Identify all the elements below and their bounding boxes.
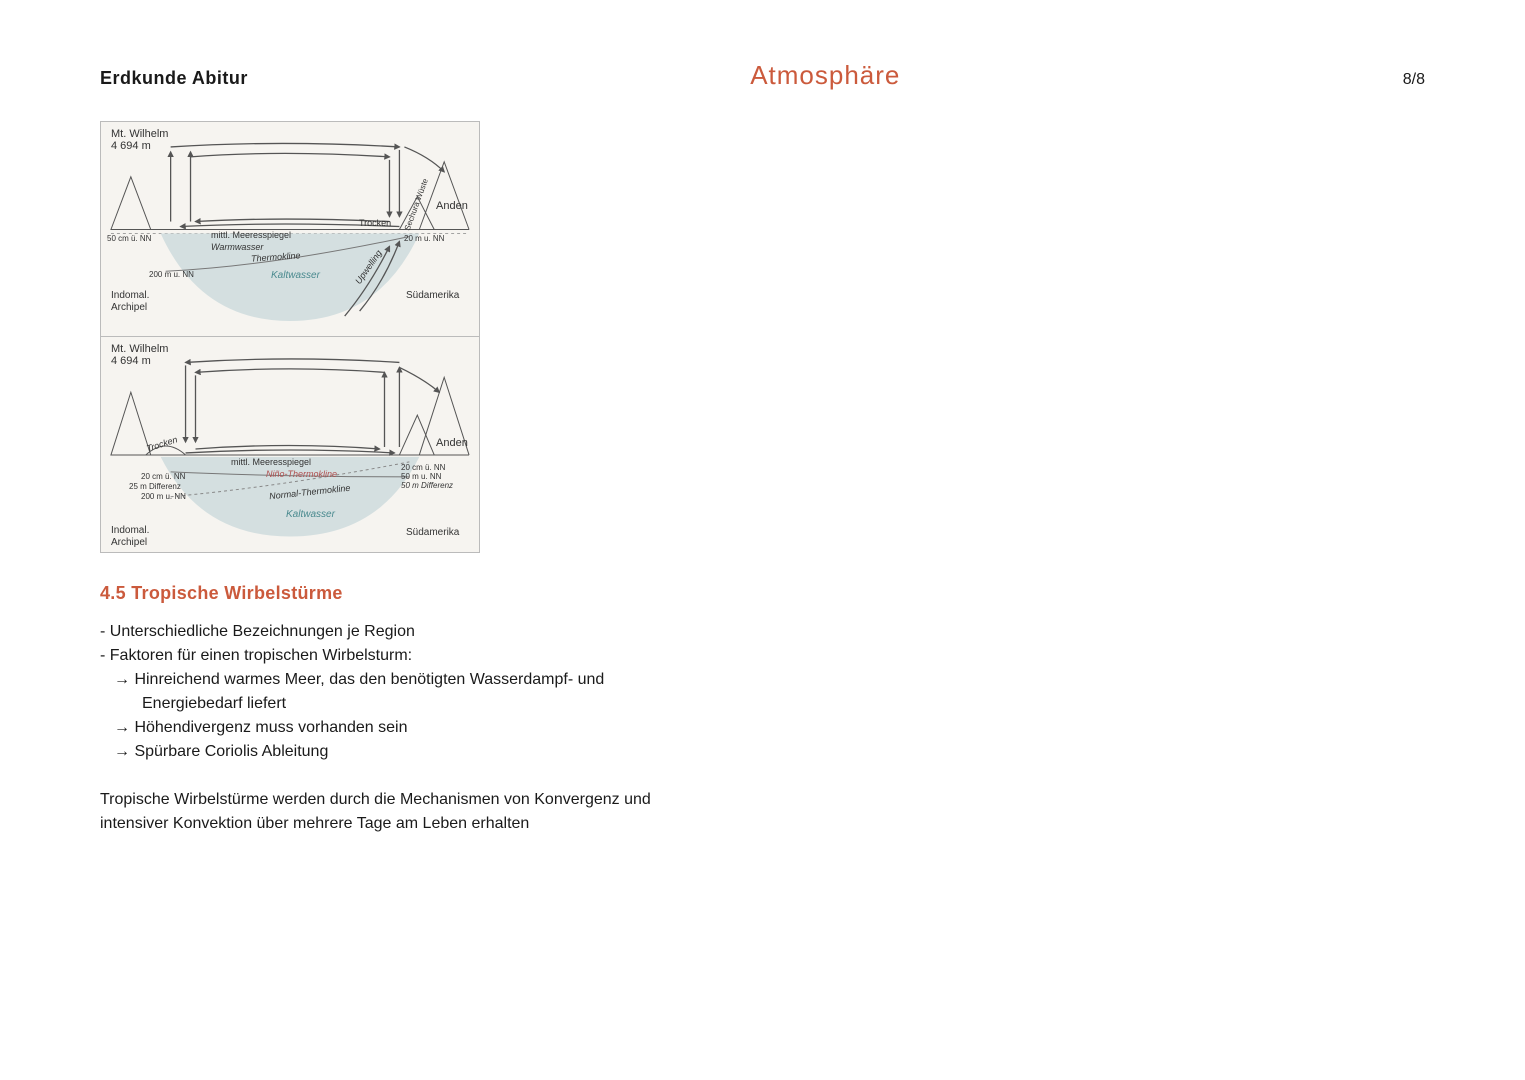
section-body: - Unterschiedliche Bezeichnungen je Regi…	[100, 620, 660, 764]
label-anden: Anden	[436, 200, 468, 212]
label-b-50diff: 50 m Differenz	[401, 481, 453, 490]
diagram-panel-bottom: Mt. Wilhelm 4 694 m Anden Indomal. Archi…	[101, 337, 479, 552]
label-b-20cm-r: 20 cm ü. NN	[401, 463, 445, 472]
label-b-25m: 25 m Differenz	[129, 482, 181, 491]
circulation-diagram: Mt. Wilhelm 4 694 m Anden Indomal. Archi…	[100, 121, 480, 553]
label-trocken: Trocken	[359, 218, 391, 228]
label-b-20cm-l: 20 cm ü. NN	[141, 472, 185, 481]
section-heading: 4.5 Tropische Wirbelstürme	[100, 583, 1425, 604]
label-kaltwasser: Kaltwasser	[271, 270, 320, 281]
label-nino-thermokline: Niño-Thermokline	[266, 469, 337, 479]
label-mt-wilhelm-b: Mt. Wilhelm	[111, 343, 168, 355]
diagram-svg-top	[101, 122, 479, 336]
page-number: 8/8	[1403, 71, 1425, 89]
label-50cm: 50 cm ü. NN	[107, 234, 151, 243]
label-indomal: Indomal.	[111, 290, 149, 301]
label-b-200m: 200 m u. NN	[141, 492, 186, 501]
section-summary: Tropische Wirbelstürme werden durch die …	[100, 788, 700, 836]
page-header: Erdkunde Abitur Atmosphäre 8/8	[100, 60, 1425, 91]
label-archipel: Archipel	[111, 302, 147, 313]
label-anden-b: Anden	[436, 437, 468, 449]
bullet-2: - Faktoren für einen tropischen Wirbelst…	[100, 644, 660, 668]
label-archipel-b: Archipel	[111, 537, 147, 548]
label-suedamerika: Südamerika	[406, 290, 459, 301]
label-20m: 20 m u. NN	[404, 234, 444, 243]
label-mt-wilhelm: Mt. Wilhelm	[111, 128, 168, 140]
bullet-1: - Unterschiedliche Bezeichnungen je Regi…	[100, 620, 660, 644]
label-b-50m: 50 m u. NN	[401, 472, 441, 481]
bullet-2b: → Höhendivergenz muss vorhanden sein	[100, 716, 660, 740]
label-mt-wilhelm-h: 4 694 m	[111, 140, 151, 152]
label-meeresspiegel: mittl. Meeresspiegel	[211, 230, 291, 240]
label-mt-wilhelm-h-b: 4 694 m	[111, 355, 151, 367]
label-suedamerika-b: Südamerika	[406, 527, 459, 538]
label-indomal-b: Indomal.	[111, 525, 149, 536]
label-warmwasser: Warmwasser	[211, 242, 263, 252]
label-meeresspiegel-b: mittl. Meeresspiegel	[231, 457, 311, 467]
bullet-2a: → Hinreichend warmes Meer, das den benöt…	[100, 668, 660, 692]
label-kaltwasser-b: Kaltwasser	[286, 509, 335, 520]
label-200m: 200 m u. NN	[149, 270, 194, 279]
diagram-panel-top: Mt. Wilhelm 4 694 m Anden Indomal. Archi…	[101, 122, 479, 337]
header-title: Atmosphäre	[750, 60, 900, 91]
header-subject: Erdkunde Abitur	[100, 68, 248, 89]
bullet-2c: → Spürbare Coriolis Ableitung	[100, 740, 660, 764]
bullet-2a-cont: Energiebedarf liefert	[100, 692, 660, 716]
